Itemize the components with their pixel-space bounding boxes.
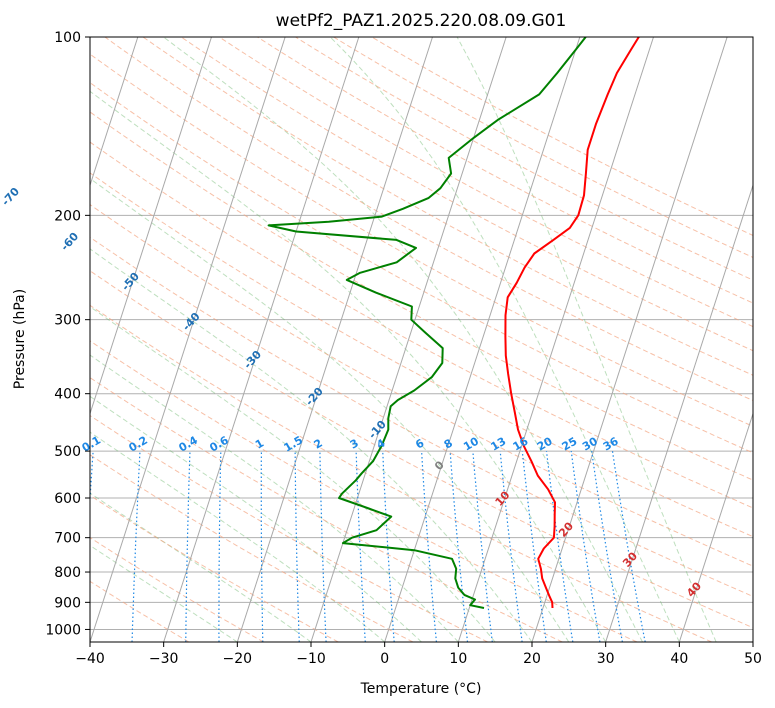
moist-adiabat-line <box>329 37 680 642</box>
dry-adiabat-line <box>218 37 753 328</box>
isotherm-line <box>678 412 753 642</box>
dry-adiabat-line <box>90 53 753 427</box>
isotherm-line <box>90 37 212 416</box>
temperature-line <box>504 37 640 609</box>
moist-adiabat-line <box>90 248 533 642</box>
moist-adiabat-line <box>90 177 570 642</box>
moist-adiabat-line <box>90 395 422 642</box>
dry-adiabat-line <box>90 111 753 481</box>
mixing-ratio-line <box>472 451 493 642</box>
sounding-profiles <box>267 37 640 609</box>
isotherm-line <box>90 37 286 642</box>
x-tick-label: −20 <box>223 651 253 667</box>
y-axis-title: Pressure (hPa) <box>12 289 28 389</box>
y-tick-label: 700 <box>54 531 81 547</box>
y-tick-label: 500 <box>54 444 81 460</box>
isotherm-line <box>531 37 728 642</box>
moist-adiabat-line <box>90 492 312 642</box>
isotherm-line <box>457 37 654 642</box>
dry-adiabat-line <box>90 414 488 642</box>
isotherm-line <box>605 183 753 642</box>
y-tick-label: 900 <box>54 595 81 611</box>
isotherm-line <box>384 37 581 642</box>
moist-adiabat-line <box>90 90 607 642</box>
y-tick-label: 200 <box>54 208 81 224</box>
y-tick-label: 1000 <box>45 622 81 638</box>
y-axis-ticks: 1000 900 800 700 600 500 400 300 200 100 <box>45 30 90 638</box>
dry-adiabat-line <box>90 204 753 567</box>
x-tick-label: 50 <box>744 651 762 667</box>
moist-adiabat-line <box>90 354 459 642</box>
mixing-ratio-line <box>421 451 437 642</box>
isotherm-line <box>90 37 139 187</box>
dry-adiabat-line <box>90 141 753 509</box>
x-tick-label: 0 <box>380 651 389 667</box>
dry-adiabat-line <box>180 37 753 352</box>
y-tick-label: 600 <box>54 491 81 507</box>
pressure-gridlines <box>90 37 753 630</box>
mixing-ratio-line <box>570 451 601 642</box>
x-tick-label: 40 <box>670 651 688 667</box>
plot-background <box>90 37 753 642</box>
moist-adiabat-line <box>90 431 386 642</box>
dry-adiabat-line <box>90 340 638 642</box>
x-tick-label: 20 <box>523 651 541 667</box>
dry-adiabat-line <box>90 236 753 598</box>
mixing-ratio-line <box>499 451 523 642</box>
x-tick-label: 30 <box>597 651 615 667</box>
y-tick-label: 100 <box>54 30 81 46</box>
moist-adiabat-line <box>163 37 643 642</box>
isotherm-line <box>163 37 360 642</box>
isotherm-line <box>236 37 433 642</box>
x-axis-ticks: −40 −30 −20 −10 0 10 20 30 40 50 <box>75 642 762 667</box>
x-axis-title: Temperature (°C) <box>360 681 482 697</box>
x-tick-label: 10 <box>449 651 467 667</box>
mixing-ratio-line <box>449 451 469 642</box>
dry-adiabat-line <box>257 37 753 304</box>
plot-frame <box>89 36 754 643</box>
y-tick-label: 300 <box>54 313 81 329</box>
x-tick-label: −10 <box>296 651 326 667</box>
dry-adiabat-line <box>90 537 264 642</box>
x-tick-label: −40 <box>75 651 105 667</box>
dry-adiabat-line <box>90 580 190 642</box>
dry-adiabat-line <box>90 304 712 642</box>
dry-adiabat-line <box>90 270 753 629</box>
dry-adiabat-line <box>90 82 753 454</box>
mixing-ratio-line <box>521 451 547 642</box>
dewpoint-line <box>267 37 587 609</box>
chart-title: wetPf2_PAZ1.2025.220.08.09.G01 <box>276 11 567 31</box>
y-tick-label: 800 <box>54 565 81 581</box>
x-tick-label: −30 <box>149 651 179 667</box>
moist-adiabat-line <box>90 306 496 642</box>
moist-adiabat-line <box>90 544 238 642</box>
y-tick-label: 400 <box>54 387 81 403</box>
moist-adiabats <box>90 37 717 642</box>
isotherms <box>90 37 753 642</box>
